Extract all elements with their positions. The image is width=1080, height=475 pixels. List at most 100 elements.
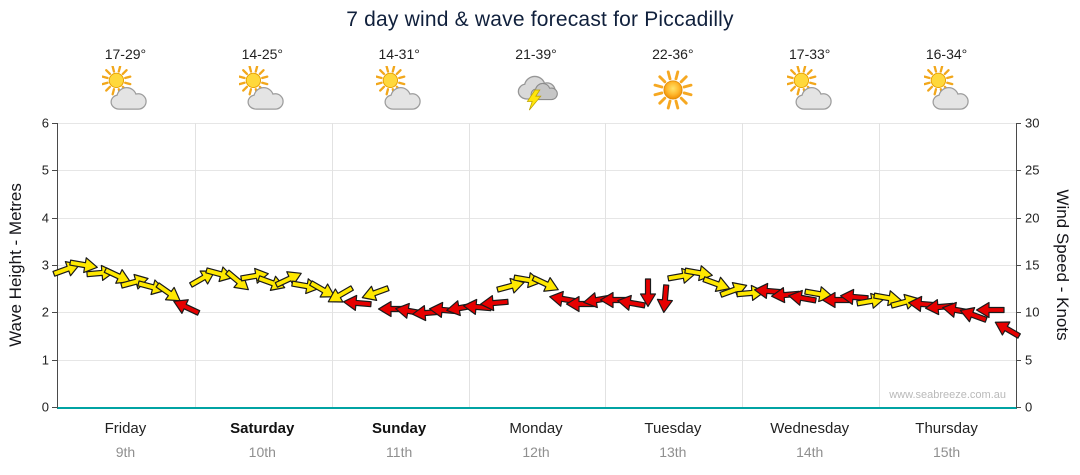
wind-arrow bbox=[615, 291, 648, 314]
wind-arrow bbox=[479, 293, 510, 314]
grid-line-v bbox=[879, 123, 881, 407]
tick-mark-left bbox=[52, 265, 57, 266]
wind-arrow bbox=[169, 292, 204, 321]
tick-label-left: 1 bbox=[41, 352, 49, 368]
weather-icon-sunny bbox=[650, 66, 696, 112]
tick-mark-right bbox=[1016, 359, 1021, 361]
weather-icon-partly-cloudy bbox=[375, 65, 422, 112]
tick-label-right: 15 bbox=[1025, 257, 1040, 273]
wind-arrow bbox=[923, 296, 954, 317]
temp-label: 22-36° bbox=[652, 46, 694, 62]
day-name: Tuesday bbox=[644, 420, 702, 437]
wind-arrow bbox=[975, 301, 1005, 319]
wind-arrow bbox=[306, 274, 341, 305]
wind-arrow bbox=[528, 269, 563, 298]
day-date: 15th bbox=[932, 444, 961, 460]
tick-label-right: 30 bbox=[1025, 115, 1040, 131]
grid-line-v bbox=[742, 123, 744, 407]
day-date: 10th bbox=[248, 444, 276, 460]
wind-arrow bbox=[956, 302, 990, 329]
tick-label-left: 0 bbox=[41, 399, 49, 415]
wind-arrow bbox=[769, 285, 800, 306]
tick-mark-right bbox=[1016, 170, 1021, 172]
day-date: 12th bbox=[522, 444, 550, 460]
day-date: 13th bbox=[659, 444, 687, 460]
grid-line-h bbox=[58, 123, 1016, 124]
tick-mark-right bbox=[1016, 312, 1021, 314]
wind-arrow bbox=[494, 273, 528, 298]
weather-icon-partly-cloudy bbox=[922, 65, 970, 112]
day-name: Friday bbox=[104, 420, 147, 437]
wind-arrow bbox=[204, 262, 238, 287]
tick-mark-left bbox=[52, 123, 57, 124]
day-date: 9th bbox=[115, 444, 136, 460]
tick-mark-right bbox=[1016, 407, 1021, 408]
wind-arrow bbox=[699, 270, 733, 297]
wind-arrow bbox=[786, 287, 819, 310]
tick-label-right: 25 bbox=[1025, 162, 1040, 178]
temp-label: 21-39° bbox=[515, 46, 557, 62]
plot-area: www.seabreeze.com.au bbox=[51, 123, 1022, 409]
tick-mark-right bbox=[1016, 217, 1021, 219]
wind-arrow bbox=[152, 277, 187, 309]
temp-label: 17-29° bbox=[104, 46, 147, 62]
watermark: www.seabreeze.com.au bbox=[889, 389, 1006, 401]
tick-mark-left bbox=[52, 217, 57, 219]
tick-mark-left bbox=[52, 407, 57, 408]
tick-label-right: 20 bbox=[1025, 210, 1040, 226]
wind-arrow bbox=[272, 265, 307, 294]
weather-icon-partly-cloudy bbox=[101, 65, 148, 112]
day-name: Monday bbox=[509, 420, 563, 437]
wind-arrow bbox=[990, 314, 1025, 345]
tick-label-left: 4 bbox=[41, 210, 49, 226]
tick-label-right: 10 bbox=[1025, 304, 1040, 320]
tick-label-left: 6 bbox=[41, 115, 49, 131]
wind-arrow bbox=[639, 278, 657, 308]
grid-line-h bbox=[58, 359, 1016, 361]
tick-label-right: 0 bbox=[1025, 399, 1033, 415]
weather-icon-thunderstorm bbox=[513, 66, 559, 112]
grid-line-h bbox=[58, 265, 1016, 266]
grid-line-v bbox=[331, 123, 333, 407]
tick-label-left: 5 bbox=[41, 162, 49, 178]
tick-mark-left bbox=[52, 170, 57, 172]
grid-line-h bbox=[58, 170, 1016, 172]
grid-line-v bbox=[468, 123, 470, 407]
wind-arrow bbox=[323, 280, 358, 311]
wind-arrow bbox=[838, 287, 869, 308]
temp-label: 16-34° bbox=[925, 46, 968, 62]
wind-arrow bbox=[342, 293, 373, 314]
grid-line-v bbox=[194, 123, 196, 407]
wind-arrow bbox=[357, 280, 391, 307]
wind-speed-axis-label: Wind Speed - Knots bbox=[1053, 189, 1072, 341]
wave-height-axis-label: Wave Height - Metres bbox=[6, 183, 25, 347]
day-name: Saturday bbox=[230, 420, 295, 437]
wind-arrow bbox=[220, 265, 255, 298]
day-date: 11th bbox=[386, 444, 413, 460]
wind-arrow bbox=[135, 274, 169, 299]
wind-arrow bbox=[655, 283, 676, 314]
weather-icon-partly-cloudy bbox=[786, 65, 833, 112]
tick-mark-right bbox=[1016, 123, 1021, 124]
grid-line-h bbox=[58, 217, 1016, 219]
page-title: 7 day wind & wave forecast for Piccadill… bbox=[346, 8, 734, 31]
wind-arrow bbox=[67, 254, 100, 277]
wind-arrow bbox=[186, 263, 221, 294]
weather-icon-partly-cloudy bbox=[238, 65, 285, 112]
tick-label-left: 3 bbox=[41, 257, 49, 273]
grid-line-v bbox=[605, 123, 607, 407]
day-date: 14th bbox=[796, 444, 824, 460]
temp-label: 14-25° bbox=[241, 46, 283, 62]
grid-line-h bbox=[58, 312, 1016, 314]
tick-mark-left bbox=[52, 359, 57, 361]
tick-label-left: 2 bbox=[41, 304, 49, 320]
temp-label: 14-31° bbox=[378, 46, 420, 62]
tick-mark-left bbox=[52, 312, 57, 314]
tick-label-right: 5 bbox=[1025, 352, 1033, 368]
day-name: Sunday bbox=[372, 420, 427, 437]
tick-mark-right bbox=[1016, 265, 1021, 266]
temp-label: 17-33° bbox=[789, 46, 831, 62]
day-name: Wednesday bbox=[770, 420, 850, 437]
day-name: Thursday bbox=[915, 420, 978, 437]
